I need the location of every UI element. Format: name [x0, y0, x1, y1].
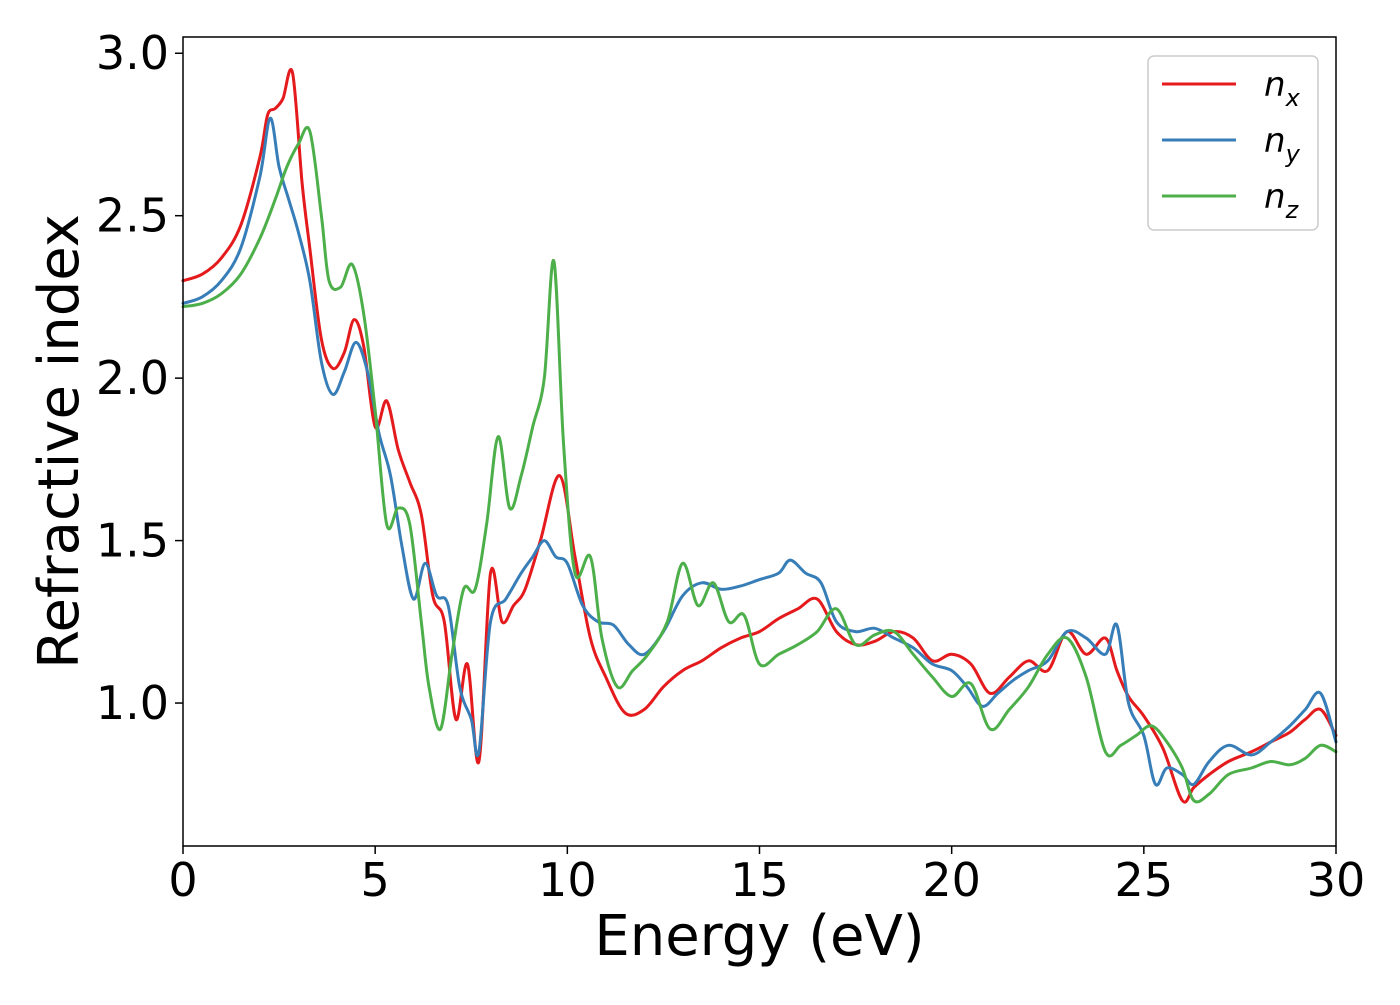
series-line-nx	[181, 68, 1338, 804]
legend-label-nz: nz	[1264, 177, 1300, 224]
legend-label-ny: ny	[1264, 121, 1301, 168]
series-line-nz	[181, 125, 1338, 804]
legend: nx ny nz	[1147, 55, 1319, 231]
x-tick-label: 10	[538, 853, 597, 907]
y-axis-ticks: 1.0 1.5 2.0 2.5 3.0	[96, 26, 183, 730]
y-tick-label: 1.5	[96, 514, 169, 568]
x-tick-label: 15	[730, 853, 789, 907]
x-axis-ticks: 0 5 10 15 20 25 30	[168, 846, 1365, 907]
x-tick-label: 5	[361, 853, 390, 907]
legend-box	[1147, 55, 1319, 231]
series-layer	[181, 68, 1338, 804]
x-tick-label: 30	[1307, 853, 1366, 907]
x-tick-label: 25	[1115, 853, 1174, 907]
legend-label-nx: nx	[1264, 65, 1301, 112]
y-tick-label: 2.0	[96, 351, 169, 405]
y-tick-label: 2.5	[96, 189, 169, 243]
y-tick-label: 1.0	[96, 676, 169, 730]
x-tick-label: 20	[922, 853, 981, 907]
x-axis-label: Energy (eV)	[594, 904, 924, 969]
y-tick-label: 3.0	[96, 26, 169, 80]
series-line-ny	[181, 116, 1338, 787]
x-tick-label: 0	[168, 853, 197, 907]
y-axis-label: Refractive index	[27, 214, 92, 669]
